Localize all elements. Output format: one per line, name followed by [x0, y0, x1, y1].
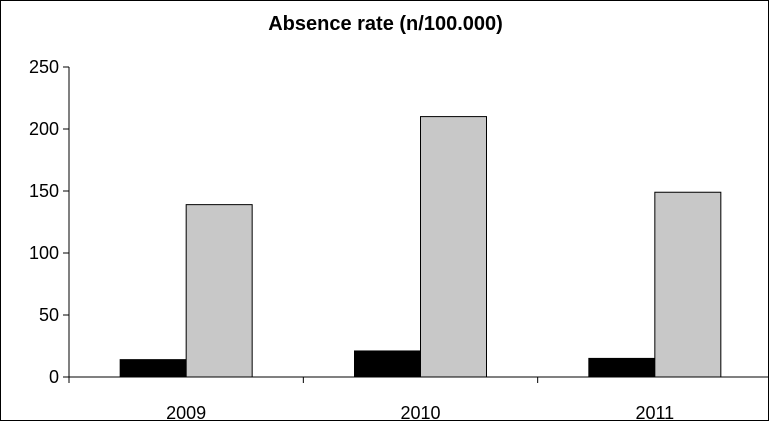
bar-2010-series-1: [354, 350, 421, 378]
bar-2009-series-1: [119, 359, 187, 378]
bar-2011-series-1: [588, 357, 656, 378]
y-tick-label-3: 150: [29, 181, 59, 201]
bar-2011-series-2: [654, 191, 722, 378]
x-tick-label-2010: 2010: [400, 403, 440, 422]
y-tick-label-4: 200: [29, 119, 59, 139]
bar-2010-series-2: [420, 116, 487, 378]
y-tick-label-2: 100: [29, 243, 59, 263]
x-tick-label-2009: 2009: [166, 403, 206, 422]
y-tick-label-0: 0: [49, 367, 59, 387]
y-tick-label-5: 250: [29, 57, 59, 77]
bar-2009-series-2: [185, 204, 253, 378]
x-tick-label-2011: 2011: [635, 403, 674, 422]
chart-title: Absence rate (n/100.000): [268, 13, 503, 35]
y-tick-label-1: 50: [39, 305, 59, 325]
